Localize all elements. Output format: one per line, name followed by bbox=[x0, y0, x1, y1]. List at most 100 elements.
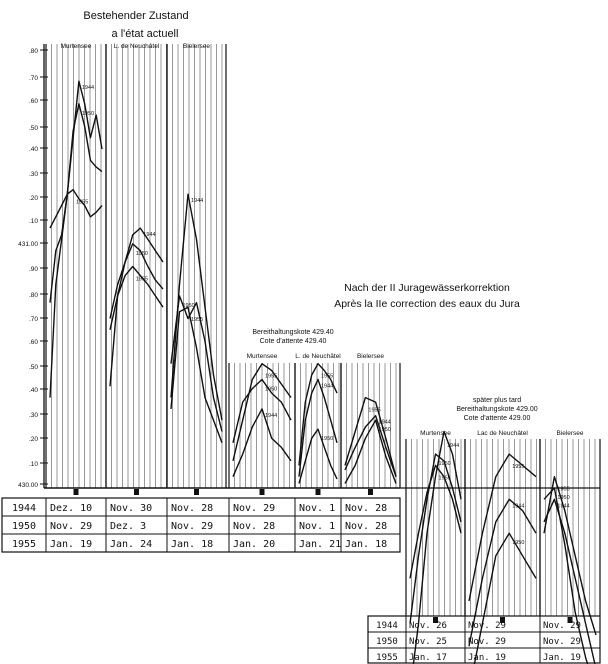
series-label: 1950 bbox=[136, 251, 148, 257]
table-date: Nov. 29 bbox=[171, 521, 213, 532]
series-label: 1944 bbox=[143, 232, 155, 238]
table-date: Nov. 26 bbox=[409, 621, 447, 631]
y-tick-label: .30 bbox=[29, 412, 38, 419]
y-tick-label: 431.00 bbox=[18, 241, 38, 248]
table-year: 1955 bbox=[12, 539, 36, 550]
y-tick-label: .80 bbox=[29, 48, 38, 55]
table-date: Nov. 30 bbox=[110, 503, 152, 514]
lake-header: Murtensee bbox=[61, 43, 92, 50]
title-current-de: Bestehender Zustand bbox=[83, 10, 188, 22]
table-year: 1950 bbox=[12, 521, 36, 532]
table-date: Nov. 29 bbox=[50, 521, 92, 532]
date-marker bbox=[368, 489, 373, 495]
table-date: Jan. 24 bbox=[110, 539, 152, 550]
y-tick-label: .50 bbox=[29, 125, 38, 132]
lake-header: L. de Neuchâtel bbox=[114, 43, 160, 50]
table-date: Nov. 25 bbox=[409, 637, 447, 647]
y-tick-label: .70 bbox=[29, 75, 38, 82]
mid-kote-de: Bereithaltungskote 429.40 bbox=[252, 329, 333, 336]
mid-kote-fr: Cote d'attente 429.40 bbox=[260, 338, 327, 345]
table-date: Nov. 28 bbox=[345, 521, 387, 532]
date-marker bbox=[74, 489, 79, 495]
y-tick-label: .10 bbox=[29, 461, 38, 468]
series-label: 1944 bbox=[82, 85, 94, 91]
series-label: 1950 bbox=[557, 495, 569, 501]
table-date: Nov. 28 bbox=[171, 503, 213, 514]
series-label: 1955 bbox=[265, 374, 277, 380]
right-kote-de: Bereithaltungskote 429.00 bbox=[456, 406, 537, 413]
series-label: 1950 bbox=[512, 540, 524, 546]
y-tick-label: .20 bbox=[29, 436, 38, 443]
y-tick-label: .70 bbox=[29, 316, 38, 323]
lake-header: Bielersee bbox=[357, 353, 384, 360]
lake-header: Bielersee bbox=[183, 43, 210, 50]
title-after-de: Nach der II Juragewässerkorrektion bbox=[344, 282, 510, 294]
date-marker bbox=[194, 489, 199, 495]
title-after-fr: Après la IIe correction des eaux du Jura bbox=[334, 298, 520, 310]
date-marker bbox=[260, 489, 265, 495]
series-label: 1955 bbox=[368, 408, 380, 414]
series-label: 1944 bbox=[512, 503, 524, 509]
date-marker bbox=[134, 489, 139, 495]
series-label: 1950 bbox=[82, 111, 94, 117]
table-date: Jan. 20 bbox=[233, 539, 275, 550]
y-tick-label: .60 bbox=[29, 339, 38, 346]
y-tick-label: .60 bbox=[29, 98, 38, 105]
series-label: 1944 bbox=[321, 384, 333, 390]
series-label: 1955 bbox=[557, 487, 569, 493]
table-date: Nov. 29 bbox=[543, 621, 581, 631]
table-date: Dez. 3 bbox=[110, 521, 146, 532]
y-tick-label: .10 bbox=[29, 218, 38, 225]
table-date: Jan. 19 bbox=[468, 653, 506, 663]
table-date: Jan. 17 bbox=[409, 653, 447, 663]
series-label: 1955 bbox=[191, 317, 203, 323]
series-label: 1955 bbox=[439, 475, 451, 481]
y-axis: .80 .70 .60 .50 .40 .30 .20 .10 431.00 .90 .80 .70.… bbox=[18, 44, 48, 489]
table-year: 1944 bbox=[12, 503, 36, 514]
table-date: Nov. 1 bbox=[299, 521, 335, 532]
series-label: 1944 bbox=[447, 443, 459, 449]
series-label: 1955 bbox=[512, 464, 524, 470]
series-line-1955 bbox=[469, 454, 536, 601]
series-label: 1950 bbox=[321, 436, 333, 442]
y-tick-label: .90 bbox=[29, 266, 38, 273]
table-date: Jan. 18 bbox=[171, 539, 213, 550]
lake-header: Bielersee bbox=[556, 430, 583, 437]
table-date: Jan. 19 bbox=[50, 539, 92, 550]
table-date: Nov. 28 bbox=[345, 503, 387, 514]
date-marker bbox=[316, 489, 321, 495]
right-later: später plus tard bbox=[473, 397, 521, 404]
series-label: 1944 bbox=[265, 413, 277, 419]
table-date: Nov. 29 bbox=[543, 637, 581, 647]
series-label: 1950 bbox=[439, 461, 451, 467]
table-year: 1955 bbox=[376, 653, 398, 663]
series-label: 1944 bbox=[191, 198, 203, 204]
series-label: 1955 bbox=[136, 277, 148, 283]
series-line-1955 bbox=[171, 307, 222, 443]
table-date: Nov. 1 bbox=[299, 503, 335, 514]
lake-header: L. de Neuchâtel bbox=[295, 353, 341, 360]
series-line-1944 bbox=[50, 81, 102, 397]
series-line-1955 bbox=[50, 190, 102, 228]
table-year: 1944 bbox=[376, 621, 398, 631]
y-tick-label: .30 bbox=[29, 171, 38, 178]
lake-header: Lac de Neuchâtel bbox=[477, 430, 528, 437]
date-tables: 1944 Dez. 10 Nov. 30 Nov. 28 Nov. 29 Nov. 1 No… bbox=[2, 498, 600, 663]
y-tick-label: .40 bbox=[29, 387, 38, 394]
y-tick-label: .80 bbox=[29, 292, 38, 299]
series-label: 1955 bbox=[76, 200, 88, 206]
lake-header: Murtensee bbox=[420, 430, 451, 437]
table-year: 1950 bbox=[376, 637, 398, 647]
y-tick-label: .20 bbox=[29, 195, 38, 202]
y-tick-label: .40 bbox=[29, 146, 38, 153]
title-current-fr: a l'état actuell bbox=[112, 28, 179, 40]
series-label: 1950 bbox=[265, 387, 277, 393]
table-date: Jan. 21 bbox=[299, 539, 341, 550]
series-label: 1955 bbox=[321, 374, 333, 380]
table-date: Nov. 29 bbox=[468, 637, 506, 647]
table-date: Nov. 29 bbox=[233, 503, 275, 514]
series-layer: 1944 1950 1955 1944 1950 1955 1944 1950 1955 1944… bbox=[50, 81, 596, 664]
right-kote-fr: Cote d'attente 429.00 bbox=[464, 415, 531, 422]
y-tick-label: .50 bbox=[29, 364, 38, 371]
